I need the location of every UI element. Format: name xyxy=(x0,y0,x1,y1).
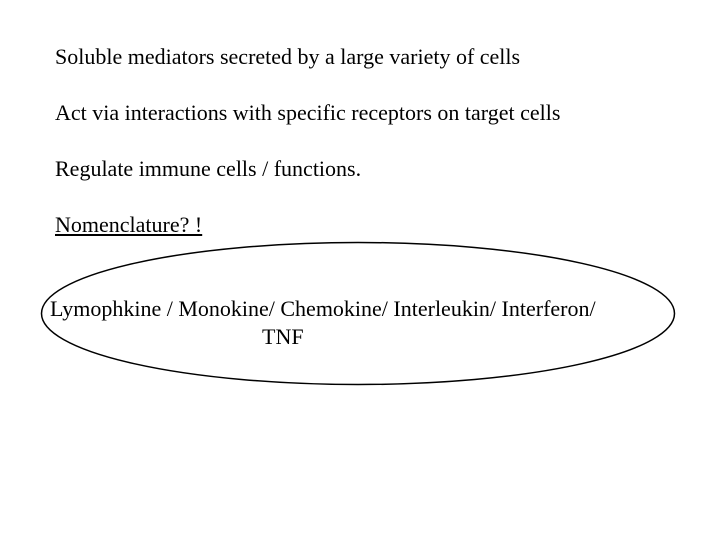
text: TNF xyxy=(262,324,304,349)
text: Lymophkine / Monokine/ Chemokine/ Interl… xyxy=(50,296,596,321)
slide-canvas: Soluble mediators secreted by a large va… xyxy=(0,0,720,540)
text-line-2: Act via interactions with specific recep… xyxy=(55,100,560,126)
text-line-cytokines-1: Lymophkine / Monokine/ Chemokine/ Interl… xyxy=(50,296,596,322)
text: Soluble mediators secreted by a large va… xyxy=(55,44,520,69)
text-line-cytokines-2: TNF xyxy=(262,324,304,350)
text: Act via interactions with specific recep… xyxy=(55,100,560,125)
text: Regulate immune cells / functions. xyxy=(55,156,361,181)
text: Nomenclature? ! xyxy=(55,212,202,237)
text-line-3: Regulate immune cells / functions. xyxy=(55,156,361,182)
text-line-nomenclature: Nomenclature? ! xyxy=(55,212,202,238)
text-line-1: Soluble mediators secreted by a large va… xyxy=(55,44,520,70)
